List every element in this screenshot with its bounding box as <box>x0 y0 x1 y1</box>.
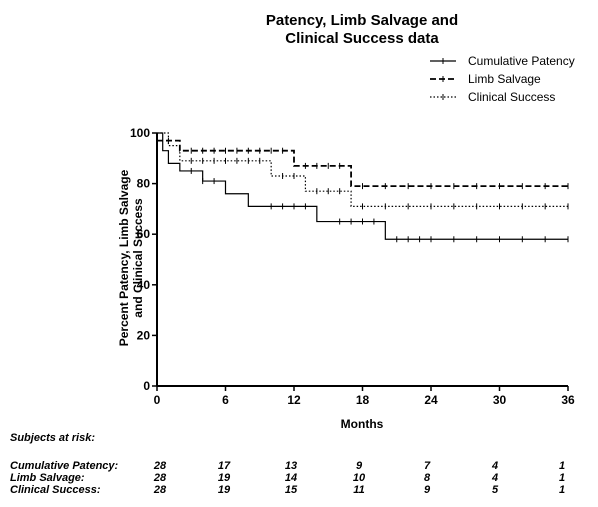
x-tick-label: 6 <box>222 393 229 407</box>
y-tick-label: 20 <box>137 328 151 342</box>
y-tick-label: 40 <box>137 278 151 292</box>
risk-cell: 4 <box>491 460 498 472</box>
risk-cell: 28 <box>153 484 167 496</box>
risk-cell: 28 <box>153 472 167 484</box>
x-axis-label: Months <box>341 417 384 431</box>
x-tick-label: 30 <box>493 393 507 407</box>
risk-cell: 15 <box>285 484 298 496</box>
y-axis-label-line-2: and Clinical Success <box>131 198 145 318</box>
risk-cell: 9 <box>356 460 363 472</box>
risk-row-label: Clinical Success: <box>10 484 101 496</box>
risk-cell: 19 <box>218 472 231 484</box>
risk-cell: 28 <box>153 460 167 472</box>
y-tick-label: 80 <box>137 177 151 191</box>
x-tick-label: 12 <box>287 393 301 407</box>
series-line <box>157 139 568 188</box>
risk-table-heading: Subjects at risk: <box>10 432 95 444</box>
risk-cell: 9 <box>424 484 431 496</box>
risk-cell: 10 <box>353 472 366 484</box>
risk-cell: 7 <box>424 460 431 472</box>
chart-title-line-2: Clinical Success data <box>285 30 439 47</box>
risk-cell: 14 <box>285 472 297 484</box>
risk-cell: 4 <box>491 472 498 484</box>
axes: 0 20 40 60 80 100 0 6 12 18 24 30 36 <box>130 126 575 407</box>
y-tick-label: 100 <box>130 126 150 140</box>
x-tick-label: 24 <box>424 393 438 407</box>
y-tick-label: 0 <box>143 379 150 393</box>
y-tick-label: 60 <box>137 227 151 241</box>
legend-label: Limb Salvage <box>468 72 541 86</box>
y-axis-label-line-1: Percent Patency, Limb Salvage <box>117 169 131 346</box>
legend: Cumulative Patency Limb Salvage Clinical S… <box>430 54 575 104</box>
risk-row-label: Limb Salvage: <box>10 472 85 484</box>
risk-cell: 8 <box>424 472 431 484</box>
risk-cell: 11 <box>353 484 364 496</box>
risk-table: Cumulative Patency: 28 17 13 9 7 4 1 Limb Salvag… <box>10 460 565 496</box>
risk-cell: 17 <box>218 460 231 472</box>
risk-cell: 5 <box>492 484 499 496</box>
risk-cell: 1 <box>559 472 565 484</box>
risk-row-label: Cumulative Patency: <box>10 460 119 472</box>
series-line <box>157 132 568 207</box>
series-layer <box>157 132 569 243</box>
x-tick-label: 18 <box>356 393 370 407</box>
legend-label: Clinical Success <box>468 90 555 104</box>
chart-title-line-1: Patency, Limb Salvage and <box>266 12 458 29</box>
risk-cell: 19 <box>218 484 231 496</box>
x-tick-label: 0 <box>154 393 161 407</box>
risk-cell: 13 <box>285 460 297 472</box>
risk-cell: 1 <box>559 484 565 496</box>
legend-label: Cumulative Patency <box>468 54 575 68</box>
x-tick-label: 36 <box>561 393 575 407</box>
risk-cell: 1 <box>559 460 565 472</box>
